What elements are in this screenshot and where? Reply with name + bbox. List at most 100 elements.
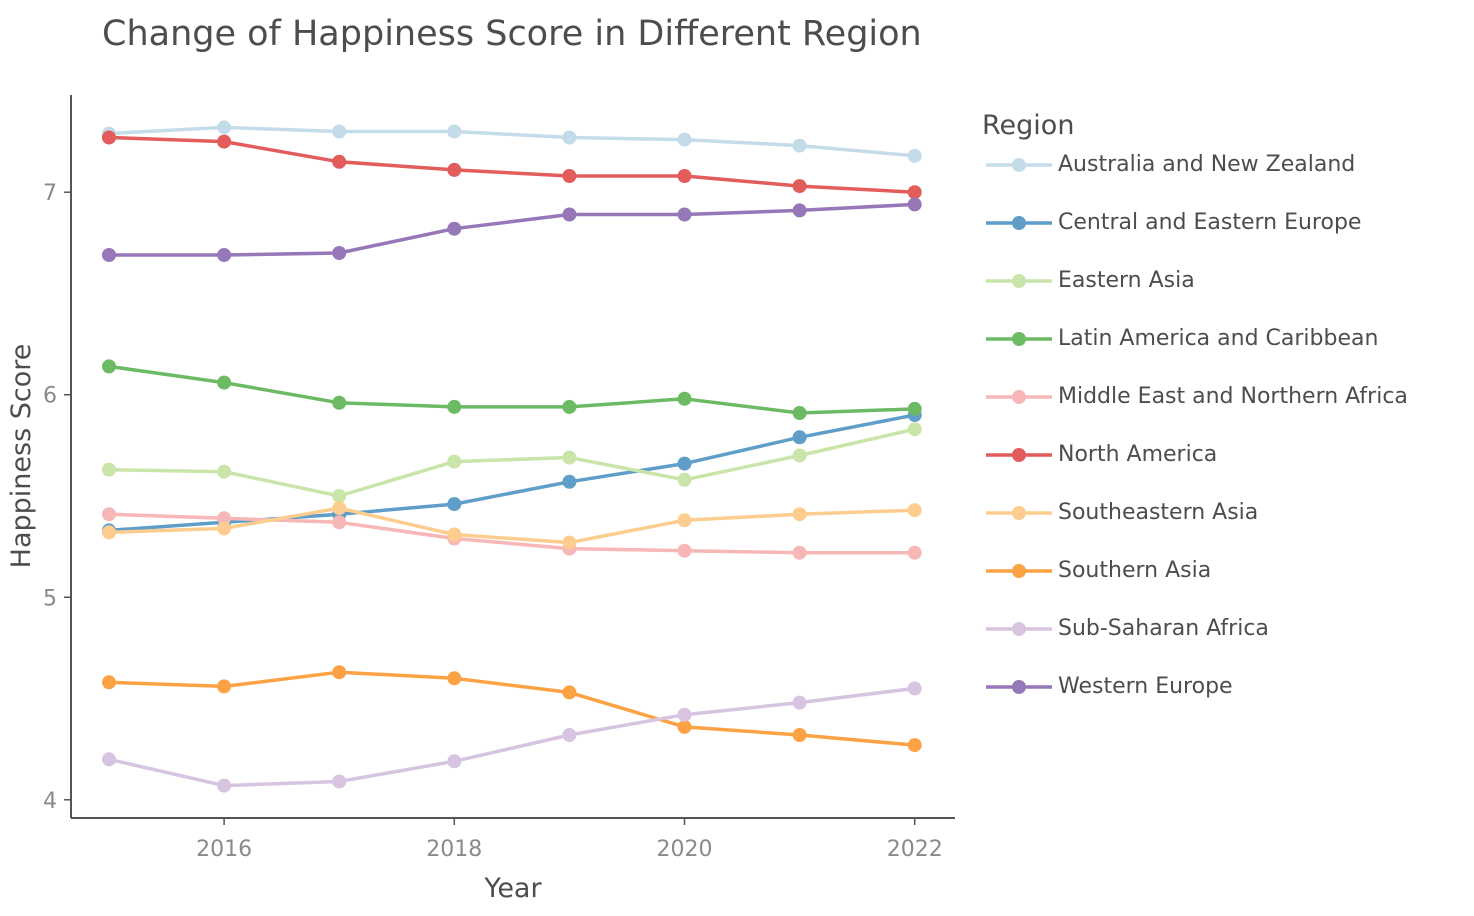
data-point xyxy=(102,359,116,374)
data-point xyxy=(677,456,692,471)
data-point xyxy=(102,507,116,522)
legend-swatch xyxy=(986,622,1052,636)
data-point xyxy=(447,454,462,469)
legend-swatch xyxy=(986,390,1052,404)
data-point xyxy=(792,728,807,742)
data-point xyxy=(907,401,922,416)
data-point xyxy=(907,681,922,696)
data-point xyxy=(332,124,347,139)
data-point xyxy=(332,489,347,503)
legend-item-central-and-eastern-europe[interactable]: Central and Eastern Europe xyxy=(982,203,1462,243)
legend-item-southern-asia[interactable]: Southern Asia xyxy=(982,551,1462,591)
legend-item-middle-east-and-northern-africa[interactable]: Middle East and Northern Africa xyxy=(982,377,1462,417)
legend-swatch xyxy=(986,216,1052,230)
data-point xyxy=(792,179,807,194)
data-point xyxy=(562,399,577,414)
data-point xyxy=(447,399,462,414)
legend-item-western-europe[interactable]: Western Europe xyxy=(982,667,1462,707)
data-point xyxy=(792,545,807,560)
legend-item-north-america[interactable]: North America xyxy=(982,435,1462,475)
x-tick-label: 2018 xyxy=(426,837,482,862)
data-point xyxy=(447,497,462,512)
data-point xyxy=(792,695,807,710)
legend-swatch xyxy=(986,158,1052,172)
legend-swatch xyxy=(986,274,1052,288)
legend-item-southeastern-asia[interactable]: Southeastern Asia xyxy=(982,493,1462,533)
data-point xyxy=(217,375,232,390)
data-point xyxy=(217,134,232,149)
legend-item-eastern-asia[interactable]: Eastern Asia xyxy=(982,261,1462,301)
legend-label: Western Europe xyxy=(1058,674,1233,699)
data-point xyxy=(677,207,692,222)
chart-title: Change of Happiness Score in Different R… xyxy=(102,14,922,54)
series-line xyxy=(108,506,915,545)
legend-label: Central and Eastern Europe xyxy=(1058,210,1362,235)
data-point xyxy=(792,430,807,445)
data-point xyxy=(332,665,347,680)
legend-label: Australia and New Zealand xyxy=(1058,152,1356,177)
legend-label: Latin America and Caribbean xyxy=(1058,326,1379,351)
x-tick-label: 2016 xyxy=(196,837,252,862)
legend-label: North America xyxy=(1058,442,1218,467)
legend-label: Eastern Asia xyxy=(1058,268,1195,293)
x-axis-title: Year xyxy=(483,873,542,904)
data-point xyxy=(217,120,232,135)
x-tick-label: 2020 xyxy=(657,837,713,862)
data-point xyxy=(447,124,462,139)
data-point xyxy=(447,221,462,236)
data-point xyxy=(447,754,462,769)
legend-item-sub-saharan-africa[interactable]: Sub-Saharan Africa xyxy=(982,609,1462,649)
data-point xyxy=(907,197,922,212)
series-line xyxy=(108,135,915,194)
data-point xyxy=(677,472,692,487)
series-sub-saharan-africa xyxy=(102,681,922,793)
y-tick-label: 5 xyxy=(43,586,57,611)
data-point xyxy=(562,450,577,465)
data-point xyxy=(907,503,922,518)
data-point xyxy=(102,752,116,767)
series-line xyxy=(108,125,915,158)
series-southern-asia xyxy=(102,665,922,753)
axes xyxy=(70,95,955,819)
data-point xyxy=(217,521,232,536)
series-line xyxy=(108,427,916,498)
series-north-america xyxy=(102,130,922,200)
series-line xyxy=(108,512,915,555)
legend: Region Australia and New Zealand Central … xyxy=(982,108,1408,699)
data-point xyxy=(332,395,347,410)
legend-label: Southeastern Asia xyxy=(1058,500,1259,525)
data-point xyxy=(332,774,347,789)
data-point xyxy=(677,543,692,558)
data-point xyxy=(677,169,692,183)
x-tick-label: 2022 xyxy=(887,837,943,862)
data-point xyxy=(447,527,462,542)
series-line xyxy=(108,364,915,415)
legend-item-latin-america-and-caribbean[interactable]: Latin America and Caribbean xyxy=(982,319,1462,359)
ticks: 2016 2018 2020 2022 4 5 6 7 xyxy=(43,181,943,862)
data-point xyxy=(217,248,232,262)
data-point xyxy=(792,203,807,218)
data-point xyxy=(907,545,922,560)
series-line xyxy=(109,202,915,257)
data-point xyxy=(562,169,577,183)
legend-swatch xyxy=(986,680,1052,694)
data-point xyxy=(562,474,577,489)
series-southeastern-asia xyxy=(102,501,922,550)
data-point xyxy=(102,525,116,540)
data-point xyxy=(907,148,922,163)
y-tick-label: 7 xyxy=(43,181,57,206)
series-latin-america-and-caribbean xyxy=(102,359,922,420)
data-point xyxy=(217,511,232,526)
data-point xyxy=(447,162,462,177)
legend-label: Sub-Saharan Africa xyxy=(1058,616,1269,641)
data-point xyxy=(562,728,577,742)
y-tick-label: 6 xyxy=(43,384,57,409)
data-point xyxy=(677,719,692,734)
data-point xyxy=(907,422,922,437)
legend-swatch xyxy=(986,506,1052,520)
data-point xyxy=(332,501,347,516)
series-eastern-asia xyxy=(102,422,922,503)
legend-item-australia-and-new-zealand[interactable]: Australia and New Zealand xyxy=(982,145,1462,185)
data-point xyxy=(332,246,347,260)
